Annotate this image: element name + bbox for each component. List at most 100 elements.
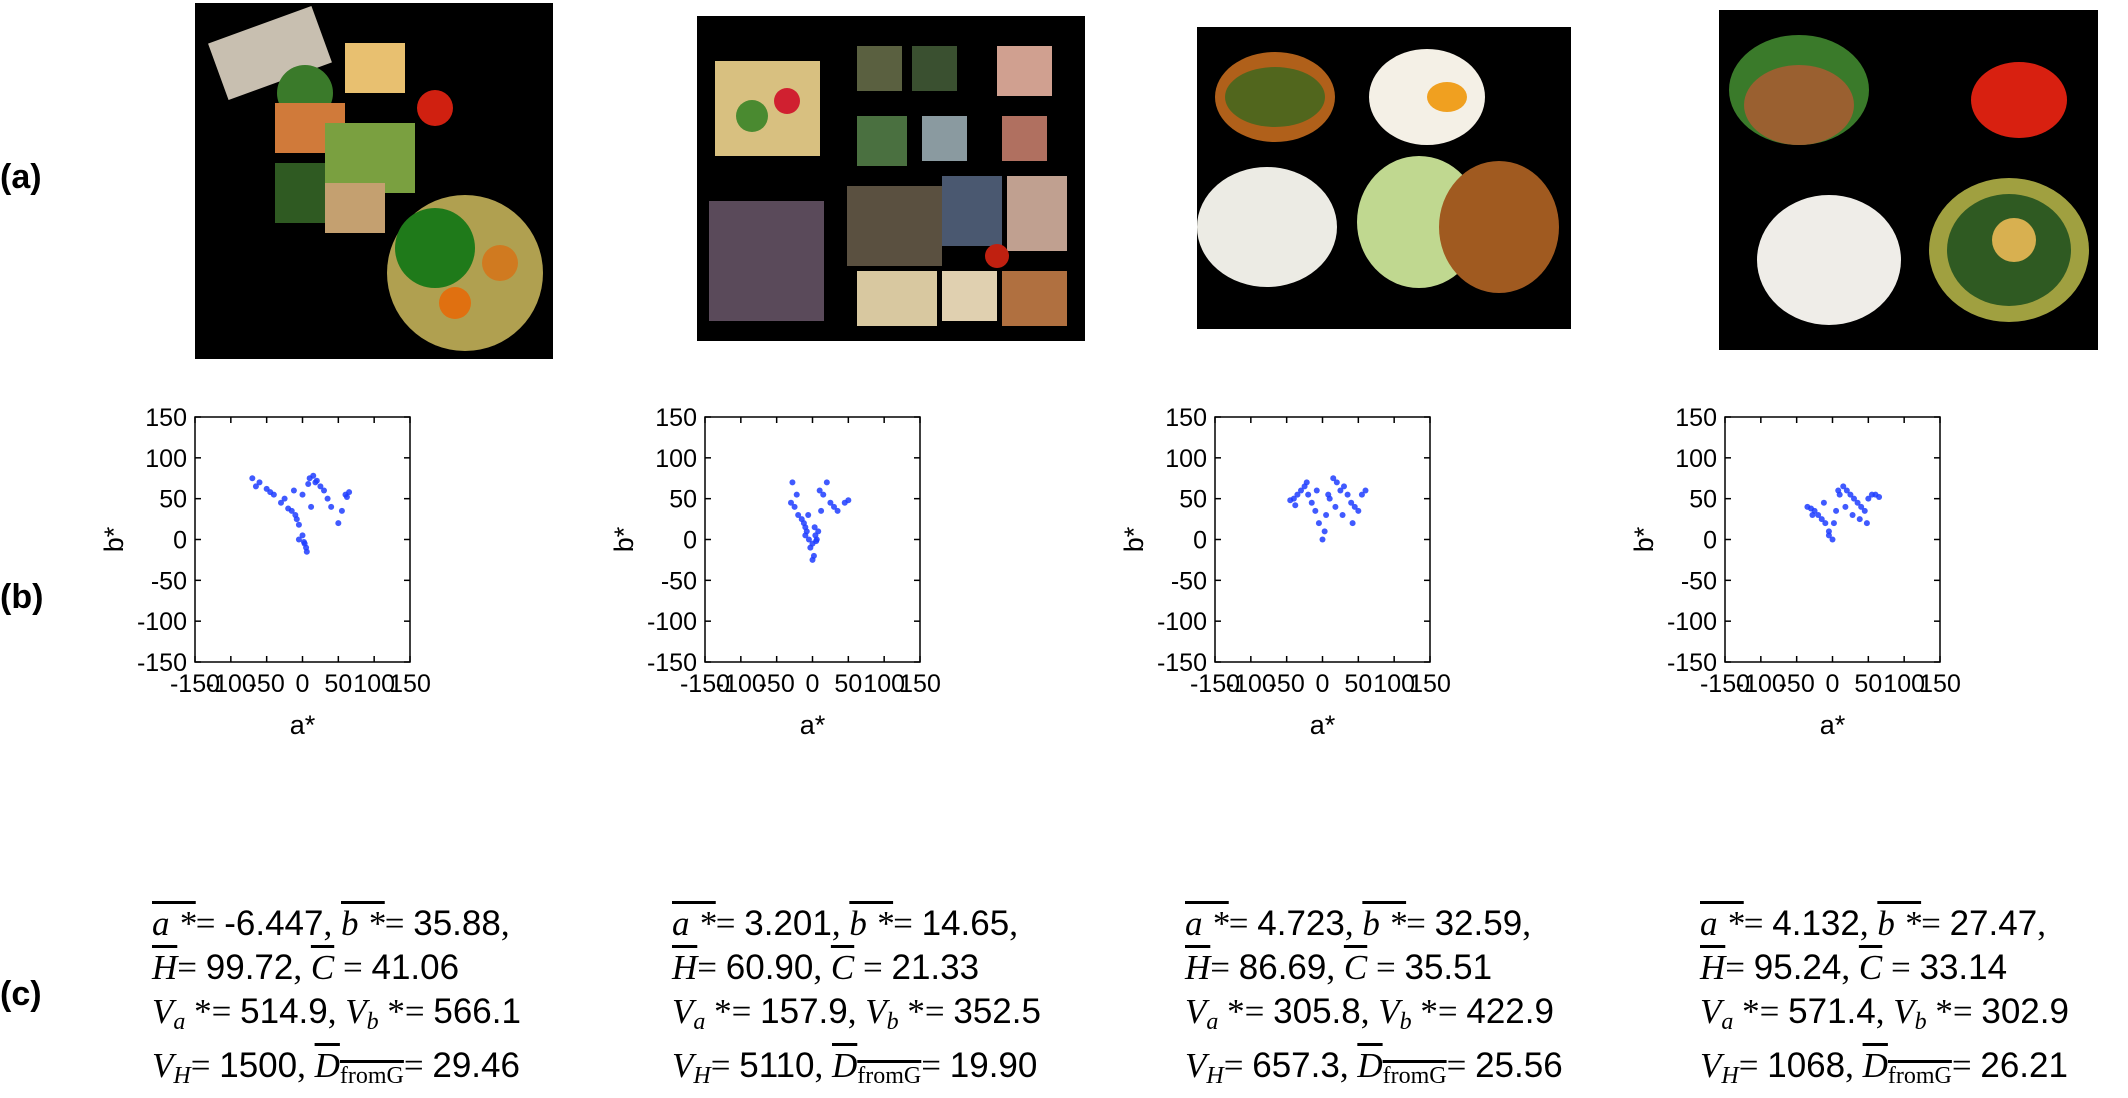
y-tick-label: 150: [1675, 404, 1717, 432]
scatter-point: [1315, 520, 1322, 527]
y-tick-label: -150: [1157, 649, 1207, 677]
scatter-point: [299, 491, 306, 498]
scatter-point: [1349, 520, 1356, 527]
scatter-point: [791, 503, 798, 510]
scatter-point: [310, 472, 317, 479]
va-value: 514.9: [240, 992, 328, 1031]
vb-value: 566.1: [433, 992, 521, 1031]
x-tick-label: -150: [170, 670, 220, 698]
scatter-point: [823, 479, 830, 486]
scatter-point: [831, 503, 837, 510]
scatter-point: [1842, 503, 1849, 510]
b-mean-value: 35.88: [413, 904, 501, 943]
c-mean-value: 33.14: [1919, 948, 2008, 987]
stats-line-v: Va *= 305.8, Vb *= 422.9: [1185, 992, 1554, 1035]
x-tick-label: 50: [324, 670, 352, 698]
scatter-point: [1332, 503, 1339, 510]
scatter-point: [1851, 495, 1857, 502]
x-tick-label: 150: [389, 670, 431, 698]
stats-block-2: a *= 3.201, b *= 14.65, H= 60.90, C = 21…: [672, 902, 1192, 1098]
scatter-point: [1337, 487, 1344, 494]
scatter-point: [811, 524, 818, 531]
scatter-point: [1319, 536, 1326, 543]
scatter-point: [805, 512, 812, 518]
y-tick-label: 0: [1193, 527, 1207, 555]
x-tick-label: -150: [1190, 670, 1240, 698]
scatter-point: [308, 503, 315, 510]
scatter-point: [1290, 495, 1297, 502]
x-tick-label: -50: [1779, 670, 1815, 698]
scatter-point: [1820, 499, 1827, 506]
row-label-b: (b): [0, 578, 44, 616]
scatter-point: [256, 479, 263, 486]
x-tick-label: 0: [296, 670, 310, 698]
scatter-point: [346, 489, 353, 496]
scatter-point: [335, 520, 342, 527]
scatter-point: [1830, 520, 1837, 527]
x-tick-label: 100: [863, 670, 905, 698]
h-mean-value: 95.24: [1753, 948, 1842, 987]
x-tick-label: -100: [206, 670, 256, 698]
vh-value: 1500: [219, 1046, 298, 1085]
vh-value: 5110: [739, 1046, 815, 1085]
scatter-point: [1835, 487, 1842, 494]
scatter-plot-1: 150 100 50 0 -50 -100 -150 -150 -100 -50 0 50 100 150…: [95, 404, 635, 865]
scatter-point: [281, 495, 288, 502]
scatter-point: [1358, 491, 1365, 498]
x-axis-label: a*: [290, 710, 316, 740]
scatter-point: [1833, 507, 1840, 514]
scatter-point: [1312, 507, 1319, 514]
scatter-point: [789, 479, 796, 486]
scatter-point: [290, 487, 297, 494]
stats-line-ab: a *= -6.447, b *= 35.88,: [152, 904, 510, 943]
stats-line-v: Va *= 571.4, Vb *= 302.9: [1700, 992, 2069, 1035]
scatter-point: [827, 499, 834, 506]
scatter-point: [788, 499, 794, 506]
scatter-point: [1323, 512, 1330, 518]
scatter-point: [1815, 512, 1822, 518]
scatter-point: [1856, 516, 1863, 523]
stats-line-ab: a *= 4.132, b *= 27.47,: [1700, 904, 2046, 943]
y-tick-label: 100: [145, 445, 187, 473]
scatter-point: [1294, 491, 1301, 498]
scatter-point: [1818, 516, 1825, 523]
stats-line-vh: VH= 5110, DfromG= 19.90: [672, 1046, 1038, 1089]
y-tick-label: 50: [669, 486, 697, 514]
scatter-point: [820, 491, 827, 498]
c-mean-value: 35.51: [1404, 948, 1493, 987]
scatter-point: [288, 507, 295, 514]
scatter-point: [793, 491, 800, 498]
va-value: 157.9: [760, 992, 848, 1031]
b-mean-value: 32.59: [1434, 904, 1523, 943]
x-tick-label: 0: [806, 670, 820, 698]
scatter-point: [267, 489, 274, 496]
scatter-point: [1858, 503, 1865, 510]
scatter-point: [805, 536, 812, 543]
y-tick-label: 0: [683, 527, 697, 555]
x-tick-label: -150: [1700, 670, 1750, 698]
stats-line-vh: VH= 1500, DfromG= 29.46: [152, 1046, 520, 1089]
y-tick-label: 100: [1675, 445, 1717, 473]
x-tick-label: 50: [1344, 670, 1372, 698]
a-mean-value: 3.201: [744, 904, 832, 943]
scatter-point: [1305, 491, 1312, 498]
x-tick-label: -50: [759, 670, 795, 698]
scatter-point: [1822, 520, 1829, 527]
scatter-point: [810, 552, 817, 559]
x-tick-label: 150: [899, 670, 941, 698]
scatter-point: [1355, 507, 1362, 514]
x-tick-label: 100: [1883, 670, 1925, 698]
c-mean-value: 21.33: [891, 948, 980, 987]
scatter-point: [1854, 499, 1861, 506]
x-tick-label: -50: [249, 670, 285, 698]
stats-line-ab: a *= 4.723, b *= 32.59,: [1185, 904, 1531, 943]
scatter-plot-4: 150 100 50 0 -50 -100 -150 -150 -100 -50 0 50 100 150…: [1625, 404, 2128, 865]
scatter-point: [1362, 487, 1369, 494]
scatter-point: [249, 475, 256, 482]
vb-value: 352.5: [953, 992, 1041, 1031]
vb-value: 302.9: [1981, 992, 2069, 1031]
scatter-point: [845, 497, 852, 504]
y-tick-label: -150: [647, 649, 697, 677]
y-axis-label: b*: [1629, 526, 1659, 552]
stats-line-vh: VH= 1068, DfromG= 26.21: [1700, 1046, 2068, 1089]
